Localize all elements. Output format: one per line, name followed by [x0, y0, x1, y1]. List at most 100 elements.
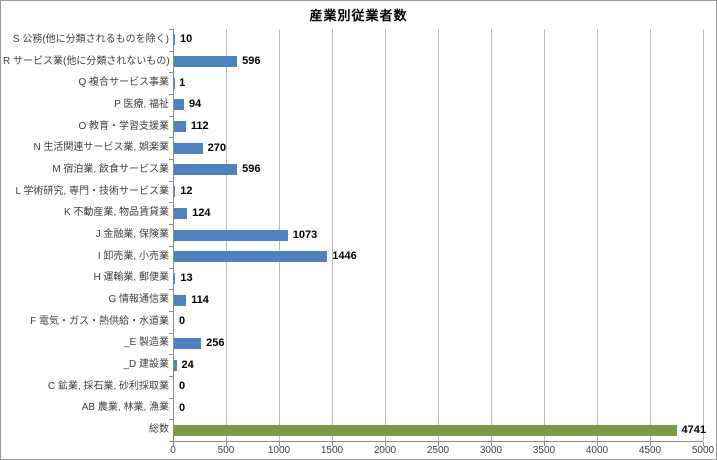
y-axis-tick	[169, 354, 173, 356]
value-label: 94	[188, 98, 202, 111]
y-axis-line	[173, 29, 174, 441]
bar-15	[174, 337, 202, 349]
gridline-x-5000	[703, 29, 704, 441]
x-tick-label: 3000	[479, 445, 503, 456]
category-label: R サービス業(他に分類されないもの)	[3, 55, 170, 67]
x-axis-tick	[544, 442, 545, 446]
gridline-x-4000	[597, 29, 598, 441]
y-axis-tick	[169, 419, 173, 421]
category-label: I 卸売業, 小売業	[97, 250, 169, 262]
category-label: AB 農業, 林業, 漁業	[81, 402, 169, 414]
y-axis-tick	[169, 72, 173, 74]
category-label: _E 製造業	[123, 337, 169, 349]
chart-title: 産業別従業者数	[309, 8, 408, 23]
plot-area: 10 596 1 94 112 270 596 12 124 1073 1446 13 114 0 256 2…	[169, 29, 707, 446]
x-axis-tick	[597, 442, 598, 446]
bar-7	[174, 164, 238, 176]
x-tick-label: 500	[217, 445, 235, 456]
x-axis-tick	[703, 442, 704, 446]
value-label: 0	[179, 401, 186, 414]
gridline-x-3500	[544, 29, 545, 441]
gridline-x-2500	[438, 29, 439, 441]
bar-9	[174, 207, 188, 219]
x-tick-label: 4500	[638, 445, 662, 456]
value-label: 270	[207, 141, 226, 154]
y-axis-tick	[169, 224, 173, 226]
category-label: S 公務(他に分類されるものを除く)	[12, 33, 169, 45]
bar-4	[174, 99, 184, 111]
y-axis-tick	[169, 202, 173, 204]
value-label: 0	[179, 315, 186, 328]
category-label: 総数	[149, 424, 169, 436]
y-axis-tick	[169, 180, 173, 182]
y-axis-tick	[169, 267, 173, 269]
x-tick-label: 3500	[532, 445, 556, 456]
y-axis-tick	[169, 375, 173, 377]
value-label: 596	[242, 55, 261, 68]
x-axis-tick	[332, 442, 333, 446]
category-label: P 医療, 福祉	[114, 98, 169, 110]
x-axis-line	[172, 441, 703, 442]
category-label: _D 建設業	[123, 359, 169, 371]
category-label: M 宿泊業, 飲食サービス業	[52, 163, 169, 175]
value-label: 1446	[332, 250, 357, 263]
category-label: L 学術研究, 専門・技術サービス業	[15, 185, 169, 197]
y-axis-tick	[169, 310, 173, 312]
y-axis-tick	[169, 245, 173, 247]
x-tick-label: 4000	[585, 445, 609, 456]
y-axis-tick	[169, 289, 173, 291]
bar-10	[174, 229, 288, 241]
gridline-x-1500	[332, 29, 333, 441]
value-label: 13	[180, 271, 193, 284]
category-label: G 情報通信業	[108, 294, 169, 306]
x-axis-tick	[173, 442, 174, 446]
x-tick-label: 5000	[691, 445, 715, 456]
x-axis-tick	[226, 442, 227, 446]
x-tick-label: 2000	[373, 445, 397, 456]
bar-19	[174, 424, 677, 436]
x-axis-tick	[650, 442, 651, 446]
category-label: J 金融業, 保険業	[95, 229, 169, 240]
value-label: 10	[180, 33, 193, 46]
bar-16	[174, 359, 177, 371]
value-label: 114	[191, 293, 209, 306]
x-axis-tick	[438, 442, 439, 446]
category-label: K 不動産業, 物品賃貸業	[63, 207, 169, 219]
value-label: 24	[181, 358, 194, 371]
value-label: 0	[179, 380, 186, 393]
bar-5	[174, 121, 186, 133]
bar-2	[174, 56, 238, 68]
y-axis-tick	[169, 137, 173, 139]
bar-6	[174, 142, 203, 154]
x-axis-tick	[279, 442, 280, 446]
category-label: C 鉱業, 採石業, 砂利採取業	[47, 380, 169, 392]
y-axis-tick	[169, 441, 173, 442]
gridline-x-2000	[385, 29, 386, 441]
category-label: Q 複合サービス事業	[78, 77, 169, 89]
category-label: N 生活関連サービス業, 娯楽業	[33, 142, 169, 154]
bar-13	[174, 294, 187, 306]
y-axis-tick	[169, 94, 173, 96]
value-label: 256	[206, 336, 225, 349]
y-axis-tick	[169, 29, 173, 30]
y-axis-tick	[169, 115, 173, 117]
bar-1	[174, 34, 176, 46]
bar-12	[174, 272, 176, 284]
x-tick-label: 1500	[320, 445, 344, 456]
category-label: H 運輸業, 郵便業	[93, 272, 169, 284]
category-label: O 教育・学習支援業	[78, 120, 169, 132]
bar-8	[174, 186, 176, 198]
x-tick-label: 1000	[267, 445, 291, 456]
x-axis-tick	[491, 442, 492, 446]
value-label: 4741	[681, 423, 707, 436]
gridline-x-3000	[491, 29, 492, 441]
bar-11	[174, 251, 328, 263]
value-label: 12	[180, 185, 193, 198]
value-label: 124	[192, 206, 211, 219]
y-axis-tick	[169, 159, 173, 161]
value-label: 1	[179, 76, 186, 89]
x-tick-label: 0	[170, 445, 176, 456]
y-axis-tick	[169, 397, 173, 399]
gridline-x-4500	[650, 29, 651, 441]
